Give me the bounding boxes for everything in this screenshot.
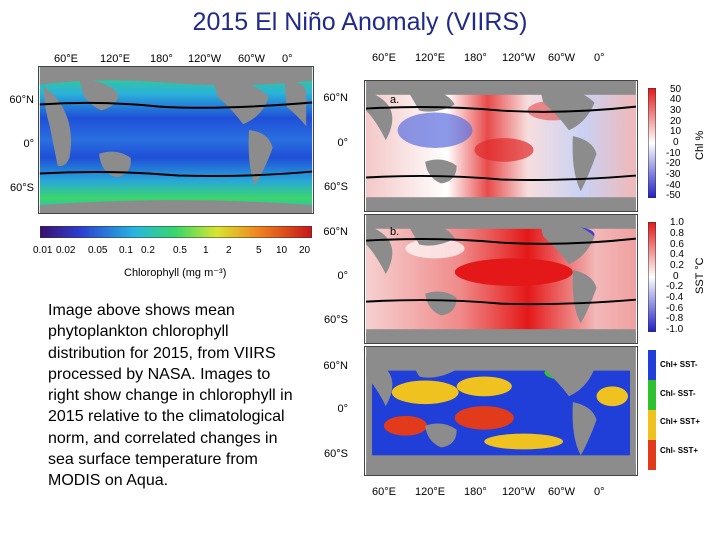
legend-label: Chl- SST- xyxy=(660,389,696,398)
africa-land xyxy=(43,86,72,166)
right-lat-label: 60°N xyxy=(323,226,348,238)
right-lon-label: 60°W xyxy=(548,52,576,64)
chl-percent-tick: -30 xyxy=(666,169,681,180)
sst-colorbar-label: SST °C xyxy=(694,257,706,294)
right-lon-label: 0° xyxy=(594,52,605,64)
page-title: 2015 El Niño Anomaly (VIIRS) xyxy=(192,8,528,36)
sst-tick: 0.6 xyxy=(670,239,684,250)
chl-percent-tick: -40 xyxy=(666,180,681,191)
right-lat-label: 60°S xyxy=(324,448,348,460)
chl-percent-tick: 20 xyxy=(670,116,682,127)
right-lon-label: 120°W xyxy=(502,486,536,498)
right-lon-label: 60°E xyxy=(372,486,396,498)
chl-tick: 0.01 xyxy=(33,245,53,256)
right-lat-label: 0° xyxy=(337,403,348,415)
sst-tick: 0.2 xyxy=(670,260,684,271)
chl-tick: 0.5 xyxy=(173,245,187,256)
contour-north xyxy=(39,101,313,109)
contour-south xyxy=(39,170,313,177)
sst-tick: -0.6 xyxy=(666,303,684,314)
left-lat-label: 60°N xyxy=(9,94,34,106)
sst-tick: -0.8 xyxy=(666,313,684,324)
left-lon-label: 180° xyxy=(150,53,173,65)
right-lon-label: 0° xyxy=(594,486,605,498)
chl-tick: 1 xyxy=(203,245,209,256)
right-lat-label: 60°S xyxy=(324,314,348,326)
chl-percent-colorbar xyxy=(648,88,656,198)
right-lat-label: 60°N xyxy=(323,360,348,372)
chl-tick: 0.2 xyxy=(141,245,155,256)
sst-tick: -0.4 xyxy=(666,292,684,303)
right-lat-label: 60°N xyxy=(323,92,348,104)
right-lon-label: 60°E xyxy=(372,52,396,64)
description-text: Image above shows mean phytoplankton chl… xyxy=(48,302,293,490)
correlation-map-c xyxy=(364,346,638,476)
sst-tick: -1.0 xyxy=(666,324,684,335)
left-lat-label: 60°S xyxy=(10,182,34,194)
sst-tick: 0 xyxy=(673,271,679,282)
chlorophyll-colorbar xyxy=(40,226,312,238)
legend-swatch-chlplus-sstminus xyxy=(648,350,656,380)
right-lon-label: 180° xyxy=(464,486,487,498)
right-lon-label: 120°E xyxy=(415,52,446,64)
panel-a-letter: a. xyxy=(390,94,400,106)
left-lon-label: 60°W xyxy=(238,53,266,65)
chl-percent-tick: 30 xyxy=(670,105,682,116)
chl-tick: 20 xyxy=(299,245,311,256)
right-lon-label: 120°W xyxy=(502,52,536,64)
right-lon-label: 120°E xyxy=(415,486,446,498)
legend-swatch-chlminus-sstminus xyxy=(648,380,656,410)
legend-label: Chl+ SST- xyxy=(660,360,698,369)
chl-percent-tick: -50 xyxy=(666,190,681,201)
right-lon-label: 60°W xyxy=(548,486,576,498)
chl-percent-tick: 0 xyxy=(673,137,679,148)
sst-tick: 0.4 xyxy=(670,249,684,260)
chl-tick: 5 xyxy=(256,245,262,256)
chl-percent-tick: -20 xyxy=(666,158,681,169)
sst-tick: -0.2 xyxy=(666,281,684,292)
legend-label: Chl+ SST+ xyxy=(660,417,701,426)
south-america-land xyxy=(248,130,273,186)
chl-tick: 0.05 xyxy=(88,245,108,256)
right-lat-label: 0° xyxy=(337,270,348,282)
chl-percent-tick: 50 xyxy=(670,84,682,95)
chl-tick: 0.1 xyxy=(119,245,133,256)
legend-label: Chl- SST+ xyxy=(660,446,699,455)
north-america-land xyxy=(213,80,269,125)
left-lon-label: 120°E xyxy=(100,53,131,65)
antarctica-land xyxy=(39,200,313,213)
chl-percent-tick: 10 xyxy=(670,126,682,137)
chl-percent-tick: -10 xyxy=(666,148,681,159)
sst-colorbar xyxy=(648,222,656,332)
left-lat-label: 0° xyxy=(23,138,34,150)
sst-tick: 0.8 xyxy=(670,228,684,239)
legend-swatch-chlminus-sstplus xyxy=(648,440,656,470)
sst-tick: 1.0 xyxy=(670,217,684,228)
right-lat-label: 0° xyxy=(337,137,348,149)
legend-swatch-chlplus-sstplus xyxy=(648,410,656,440)
panel-b-letter: b. xyxy=(390,226,400,238)
ocean-area xyxy=(39,67,313,213)
right-lat-label: 60°S xyxy=(324,181,348,193)
chlorophyll-colorbar-label: Chlorophyll (mg m⁻³) xyxy=(124,267,227,279)
chl-anomaly-map-a xyxy=(364,80,638,212)
sst-anomaly-map-b xyxy=(364,214,638,344)
right-lon-label: 180° xyxy=(464,52,487,64)
chl-percent-tick: 40 xyxy=(670,94,682,105)
left-lon-label: 120°W xyxy=(188,53,222,65)
chl-tick: 10 xyxy=(276,245,288,256)
chl-percent-label: Chl % xyxy=(694,130,706,160)
chl-tick: 0.02 xyxy=(56,245,76,256)
arctic-land xyxy=(39,67,313,86)
chl-tick: 2 xyxy=(226,245,232,256)
left-lon-label: 0° xyxy=(282,53,293,65)
chlorophyll-map xyxy=(38,66,314,214)
australia-land xyxy=(99,151,131,178)
left-lon-label: 60°E xyxy=(54,53,78,65)
